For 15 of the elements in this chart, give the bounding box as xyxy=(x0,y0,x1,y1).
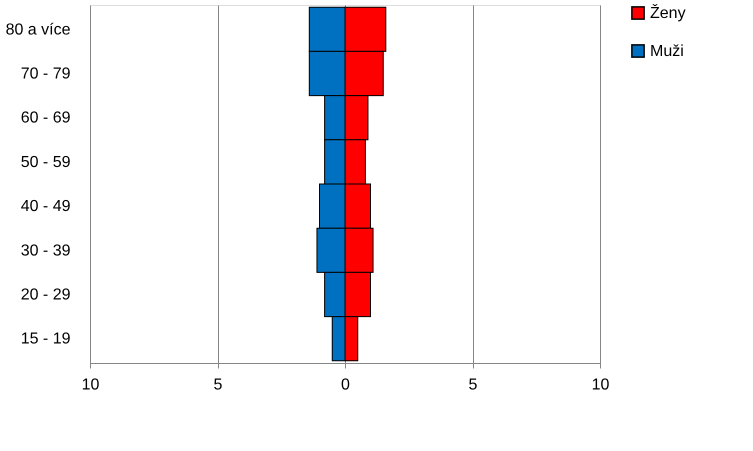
legend-label: Muži xyxy=(650,43,684,60)
y-tick-label: 15 - 19 xyxy=(20,330,71,348)
x-tick-label: 5 xyxy=(214,376,223,394)
y-tick-label: 20 - 29 xyxy=(20,286,71,304)
y-tick-label: 80 a více xyxy=(6,21,71,38)
x-tick-label: 10 xyxy=(592,376,610,394)
y-tick-label: 50 - 59 xyxy=(20,154,71,171)
x-tick-label: 5 xyxy=(468,376,478,394)
x-tick-label: 0 xyxy=(341,376,350,394)
y-tick-label: 60 - 69 xyxy=(20,110,71,127)
y-tick-label: 40 - 49 xyxy=(20,198,71,216)
legend-label: Ženy xyxy=(650,4,686,22)
y-tick-label: 30 - 39 xyxy=(20,242,71,260)
y-tick-label: 70 - 79 xyxy=(20,66,71,83)
x-tick-label: 10 xyxy=(82,376,100,394)
